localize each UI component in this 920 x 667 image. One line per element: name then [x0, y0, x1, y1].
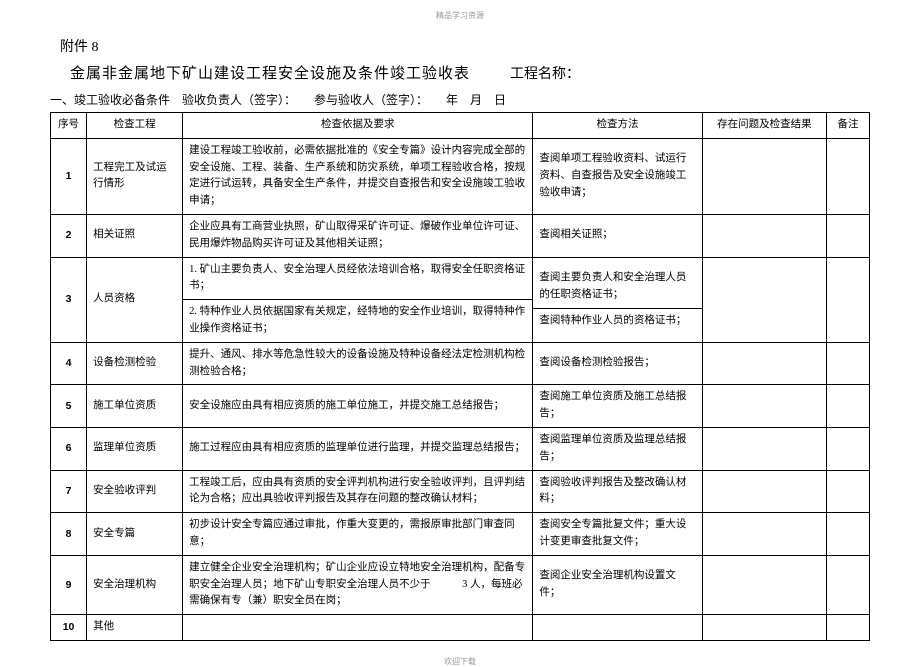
- subtitle: 一、竣工验收必备条件 验收负责人（签字）： 参与验收人（签字）： 年 月 日: [50, 91, 870, 108]
- item-cell: 安全治理机构: [87, 555, 183, 614]
- method-cell: 查阅主要负责人和安全治理人员的任职资格证书；查阅特种作业人员的资格证书；: [533, 257, 702, 342]
- result-cell: [702, 513, 826, 556]
- item-cell: 设备检测检验: [87, 342, 183, 385]
- result-cell: [702, 615, 826, 641]
- basis-cell: 安全设施应由具有相应资质的施工单位施工，并提交施工总结报告；: [183, 385, 533, 428]
- note-cell: [827, 385, 870, 428]
- seq-cell: 7: [51, 470, 87, 513]
- method-cell: 查阅监理单位资质及监理总结报告；: [533, 427, 702, 470]
- seq-cell: 6: [51, 427, 87, 470]
- result-cell: [702, 385, 826, 428]
- method-cell: 查阅单项工程验收资料、试运行资料、自查报告及安全设施竣工验收申请；: [533, 138, 702, 214]
- method-cell: [533, 615, 702, 641]
- note-cell: [827, 513, 870, 556]
- item-cell: 人员资格: [87, 257, 183, 342]
- seq-cell: 2: [51, 214, 87, 257]
- basis-cell: 建立健全企业安全治理机构；矿山企业应设立特地安全治理机构，配备专职安全治理人员；…: [183, 555, 533, 614]
- seq-cell: 8: [51, 513, 87, 556]
- basis-cell: 1. 矿山主要负责人、安全治理人员经依法培训合格，取得安全任职资格证书；2. 特…: [183, 257, 533, 342]
- seq-cell: 10: [51, 615, 87, 641]
- seq-cell: 5: [51, 385, 87, 428]
- item-cell: 其他: [87, 615, 183, 641]
- seq-cell: 9: [51, 555, 87, 614]
- item-cell: 安全验收评判: [87, 470, 183, 513]
- main-title: 金属非金属地下矿山建设工程安全设施及条件竣工验收表: [70, 62, 470, 83]
- basis-cell: 提升、通风、排水等危急性较大的设备设施及特种设备经法定检测机构检测检验合格；: [183, 342, 533, 385]
- method-cell: 查阅安全专篇批复文件；重大设计变更审查批复文件；: [533, 513, 702, 556]
- col-method-header: 检查方法: [533, 113, 702, 139]
- result-cell: [702, 138, 826, 214]
- basis-cell: 建设工程竣工验收前，必需依据批准的《安全专篇》设计内容完成全部的安全设施、工程、…: [183, 138, 533, 214]
- note-cell: [827, 257, 870, 342]
- table-row: 6监理单位资质施工过程应由具有相应资质的监理单位进行监理，并提交监理总结报告；查…: [51, 427, 870, 470]
- seq-cell: 3: [51, 257, 87, 342]
- method-cell: 查阅企业安全治理机构设置文件；: [533, 555, 702, 614]
- basis-cell: 企业应具有工商营业执照，矿山取得采矿许可证、爆破作业单位许可证、民用爆炸物品购买…: [183, 214, 533, 257]
- method-cell: 查阅相关证照；: [533, 214, 702, 257]
- note-cell: [827, 555, 870, 614]
- table-row: 10其他: [51, 615, 870, 641]
- note-cell: [827, 214, 870, 257]
- header-watermark: 精品学习资源: [50, 10, 870, 21]
- col-basis-header: 检查依据及要求: [183, 113, 533, 139]
- basis-cell: 初步设计安全专篇应通过审批，作重大变更的，需报原审批部门审查同意；: [183, 513, 533, 556]
- note-cell: [827, 470, 870, 513]
- basis-cell: 施工过程应由具有相应资质的监理单位进行监理，并提交监理总结报告；: [183, 427, 533, 470]
- col-seq-header: 序号: [51, 113, 87, 139]
- table-row: 7安全验收评判工程竣工后，应由具有资质的安全评判机构进行安全验收评判，且评判结论…: [51, 470, 870, 513]
- item-cell: 施工单位资质: [87, 385, 183, 428]
- result-cell: [702, 257, 826, 342]
- table-row: 2相关证照企业应具有工商营业执照，矿山取得采矿许可证、爆破作业单位许可证、民用爆…: [51, 214, 870, 257]
- seq-cell: 1: [51, 138, 87, 214]
- attachment-label: 附件 8: [50, 36, 870, 56]
- method-cell: 查阅验收评判报告及整改确认材料；: [533, 470, 702, 513]
- table-row: 1工程完工及试运行情形建设工程竣工验收前，必需依据批准的《安全专篇》设计内容完成…: [51, 138, 870, 214]
- result-cell: [702, 470, 826, 513]
- basis-cell: 工程竣工后，应由具有资质的安全评判机构进行安全验收评判，且评判结论为合格；应出具…: [183, 470, 533, 513]
- result-cell: [702, 555, 826, 614]
- item-cell: 监理单位资质: [87, 427, 183, 470]
- col-note-header: 备注: [827, 113, 870, 139]
- table-row: 3人员资格1. 矿山主要负责人、安全治理人员经依法培训合格，取得安全任职资格证书…: [51, 257, 870, 342]
- table-row: 9安全治理机构建立健全企业安全治理机构；矿山企业应设立特地安全治理机构，配备专职…: [51, 555, 870, 614]
- table-row: 8安全专篇初步设计安全专篇应通过审批，作重大变更的，需报原审批部门审查同意；查阅…: [51, 513, 870, 556]
- basis-cell: [183, 615, 533, 641]
- note-cell: [827, 427, 870, 470]
- item-cell: 相关证照: [87, 214, 183, 257]
- result-cell: [702, 427, 826, 470]
- footer-watermark: 欢迎下载: [50, 656, 870, 667]
- title-row: 金属非金属地下矿山建设工程安全设施及条件竣工验收表 工程名称：: [50, 62, 870, 83]
- table-header-row: 序号 检查工程 检查依据及要求 检查方法 存在问题及检查结果 备注: [51, 113, 870, 139]
- table-row: 4设备检测检验提升、通风、排水等危急性较大的设备设施及特种设备经法定检测机构检测…: [51, 342, 870, 385]
- note-cell: [827, 138, 870, 214]
- result-cell: [702, 214, 826, 257]
- result-cell: [702, 342, 826, 385]
- seq-cell: 4: [51, 342, 87, 385]
- method-cell: 查阅施工单位资质及施工总结报告；: [533, 385, 702, 428]
- item-cell: 安全专篇: [87, 513, 183, 556]
- note-cell: [827, 615, 870, 641]
- note-cell: [827, 342, 870, 385]
- col-item-header: 检查工程: [87, 113, 183, 139]
- item-cell: 工程完工及试运行情形: [87, 138, 183, 214]
- table-row: 5施工单位资质安全设施应由具有相应资质的施工单位施工，并提交施工总结报告；查阅施…: [51, 385, 870, 428]
- inspection-table: 序号 检查工程 检查依据及要求 检查方法 存在问题及检查结果 备注 1工程完工及…: [50, 112, 870, 641]
- col-result-header: 存在问题及检查结果: [702, 113, 826, 139]
- method-cell: 查阅设备检测检验报告；: [533, 342, 702, 385]
- project-name-label: 工程名称：: [510, 63, 580, 83]
